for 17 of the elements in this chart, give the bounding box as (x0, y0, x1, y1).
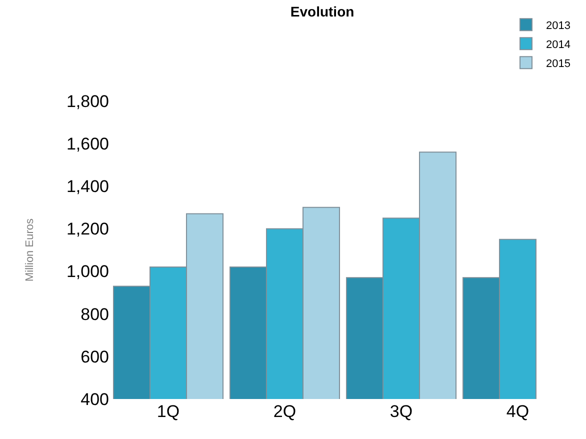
chart-title: Evolution (290, 3, 354, 20)
legend-label: 2014 (546, 38, 570, 51)
y-tick-label: 1,200 (66, 220, 109, 239)
legend-label: 2015 (546, 58, 570, 70)
y-tick-label: 600 (80, 347, 109, 366)
y-tick-label: 1,400 (66, 177, 109, 196)
legend-label: 2013 (546, 20, 570, 32)
y-tick-label: 1,800 (66, 92, 109, 111)
x-tick-label: 4Q (506, 402, 530, 421)
y-tick-label: 400 (80, 390, 109, 409)
x-tick-label: 1Q (156, 402, 180, 421)
y-axis-title: Million Euros (24, 218, 36, 282)
y-tick-label: 1,000 (66, 262, 109, 282)
x-tick-label: 2Q (273, 402, 296, 421)
y-tick-label: 1,600 (66, 134, 109, 154)
y-tick-label: 800 (80, 304, 109, 324)
x-tick-label: 3Q (390, 402, 413, 421)
